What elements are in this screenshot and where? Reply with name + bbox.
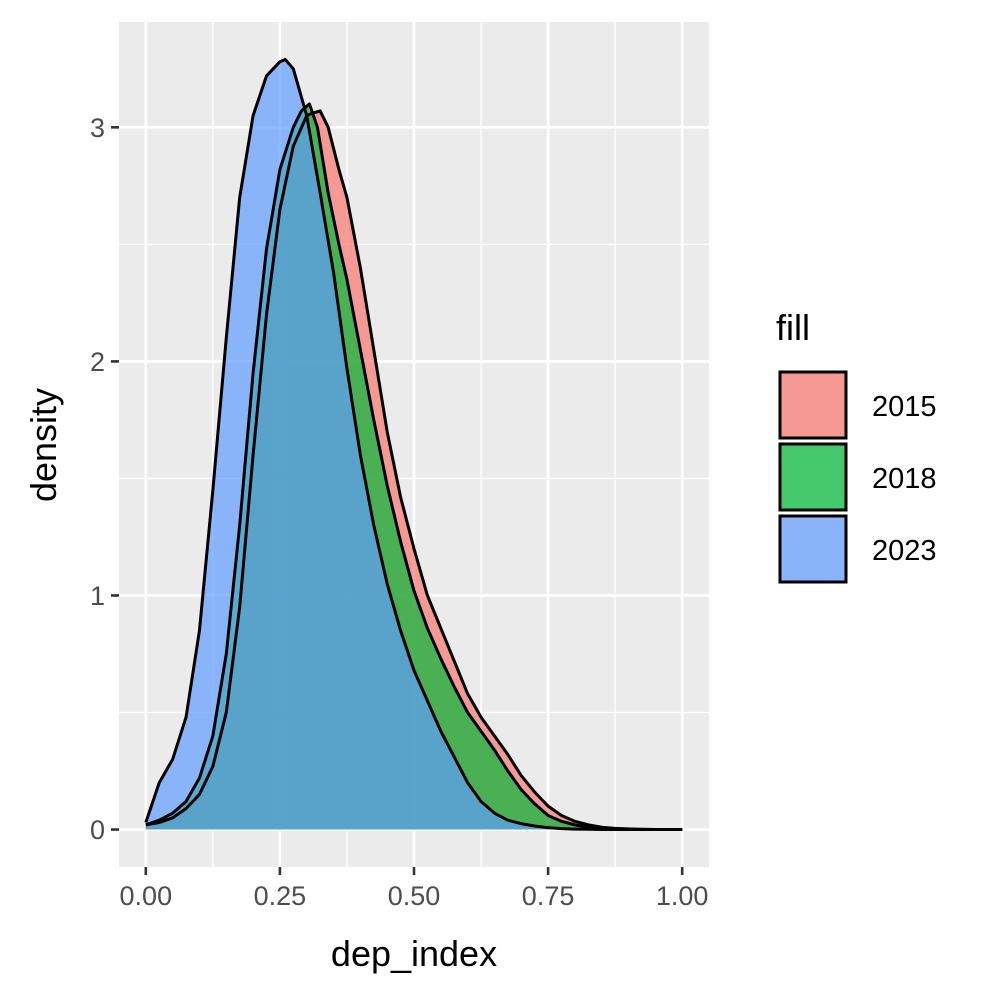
legend-label-2015: 2015 bbox=[872, 391, 937, 423]
legend-title: fill bbox=[776, 307, 810, 348]
x-axis-title: dep_index bbox=[331, 933, 497, 974]
legend-label-2023: 2023 bbox=[872, 535, 937, 567]
density-line-2023 bbox=[144, 57, 683, 832]
density-outlines bbox=[144, 57, 683, 832]
legend-label-2018: 2018 bbox=[872, 463, 937, 495]
x-tick-label: 0.50 bbox=[388, 881, 441, 911]
y-tick-label: 1 bbox=[90, 581, 105, 611]
legend: fill 2015 2018 2023 bbox=[776, 307, 937, 584]
density-line-2015 bbox=[145, 109, 683, 832]
y-axis: 0 1 2 3 bbox=[90, 113, 119, 845]
x-tick-label: 0.25 bbox=[254, 881, 307, 911]
legend-swatch-2015 bbox=[778, 370, 848, 440]
y-tick-label: 3 bbox=[90, 113, 105, 143]
x-tick-label: 0.00 bbox=[120, 881, 173, 911]
y-tick-label: 2 bbox=[90, 347, 105, 377]
legend-swatch-2023 bbox=[778, 514, 848, 584]
y-axis-title: density bbox=[23, 388, 64, 502]
density-areas bbox=[145, 59, 683, 830]
y-tick-label: 0 bbox=[90, 815, 105, 845]
x-tick-label: 0.75 bbox=[522, 881, 575, 911]
x-axis: 0.00 0.25 0.50 0.75 1.00 bbox=[120, 867, 709, 911]
x-tick-label: 1.00 bbox=[656, 881, 709, 911]
density-line-2018 bbox=[145, 102, 683, 832]
density-area-2023 bbox=[145, 59, 683, 830]
legend-swatch-2018 bbox=[778, 442, 848, 512]
